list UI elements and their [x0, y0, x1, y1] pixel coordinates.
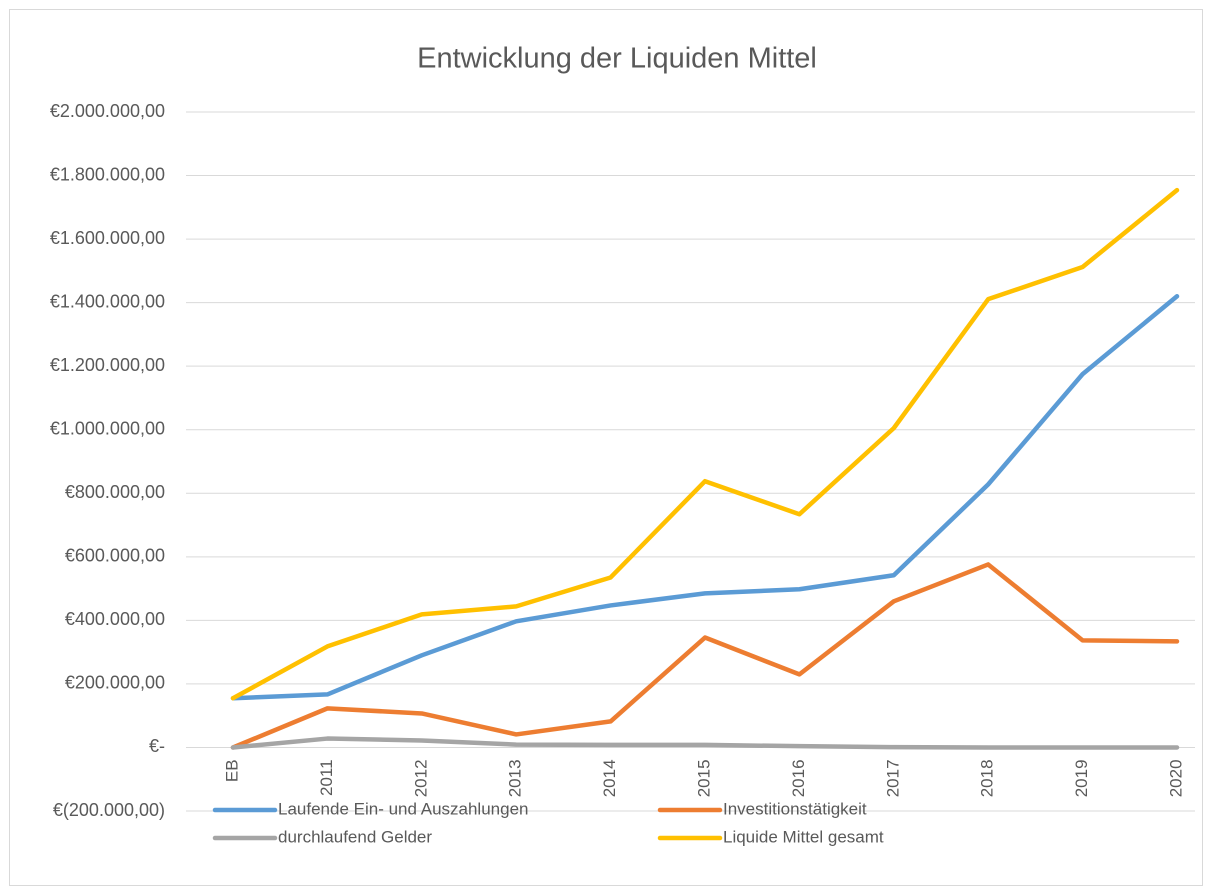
- x-tick-label: 2017: [883, 759, 902, 797]
- y-tick-label: €(200.000,00): [53, 800, 165, 820]
- y-tick-label: €1.400.000,00: [50, 291, 165, 311]
- legend-label: durchlaufend Gelder: [278, 827, 432, 846]
- x-tick-label: 2015: [694, 759, 713, 797]
- y-tick-label: €400.000,00: [65, 609, 165, 629]
- legend-label: Liquide Mittel gesamt: [723, 827, 884, 846]
- legend-label: Laufende Ein- und Auszahlungen: [278, 799, 528, 818]
- x-tick-label: 2013: [506, 759, 525, 797]
- y-tick-label: €600.000,00: [65, 546, 165, 566]
- series-line: [230, 187, 1180, 701]
- series-line: [230, 736, 1180, 750]
- x-tick-label: EB: [222, 759, 241, 782]
- chart-border: [9, 9, 1203, 886]
- x-tick-label: 2016: [789, 759, 808, 797]
- y-tick-label: €1.800.000,00: [50, 164, 165, 184]
- y-tick-label: €800.000,00: [65, 482, 165, 502]
- chart-title: Entwicklung der Liquiden Mittel: [417, 43, 817, 75]
- x-tick-label: 2012: [411, 759, 430, 797]
- x-tick-label: 2014: [600, 759, 619, 797]
- x-tick-label: 2020: [1166, 759, 1185, 797]
- y-tick-label: €1.200.000,00: [50, 355, 165, 375]
- legend-label: Investitionstätigkeit: [723, 799, 867, 818]
- y-tick-label: €2.000.000,00: [50, 101, 165, 121]
- y-tick-label: €1.600.000,00: [50, 228, 165, 248]
- x-tick-label: 2019: [1072, 759, 1091, 797]
- x-tick-label: 2011: [317, 759, 336, 796]
- y-tick-label: €1.000.000,00: [50, 418, 165, 438]
- series-line: [230, 562, 1180, 750]
- x-tick-label: 2018: [978, 759, 997, 797]
- series-line: [230, 294, 1180, 701]
- y-tick-label: €200.000,00: [65, 673, 165, 693]
- y-tick-label: €-: [149, 736, 165, 756]
